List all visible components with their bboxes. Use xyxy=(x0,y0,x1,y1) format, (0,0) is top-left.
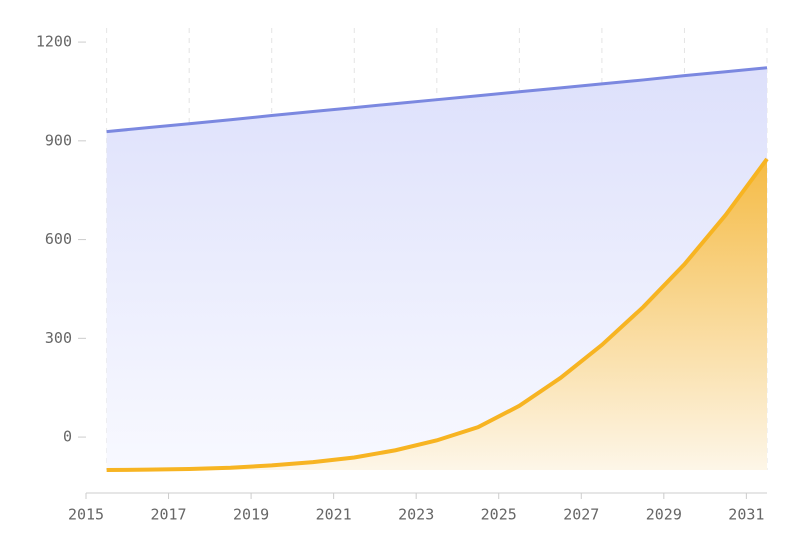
x-tick-label: 2021 xyxy=(316,506,352,524)
y-tick-label: 300 xyxy=(45,329,72,347)
x-tick-label: 2015 xyxy=(68,506,104,524)
x-tick-label: 2017 xyxy=(150,506,186,524)
x-tick-label: 2027 xyxy=(563,506,599,524)
x-tick-label: 2019 xyxy=(233,506,269,524)
line xyxy=(106,157,769,472)
area-fill xyxy=(106,158,768,470)
x-tick-label: 2025 xyxy=(481,506,517,524)
x-tick-label: 2031 xyxy=(728,506,764,524)
y-tick-label: 900 xyxy=(45,131,72,149)
y-tick-label: 600 xyxy=(45,230,72,248)
x-tick-label: 2023 xyxy=(398,506,434,524)
x-tick-label: 2029 xyxy=(646,506,682,524)
line xyxy=(106,66,768,134)
y-tick-label: 0 xyxy=(63,428,72,446)
y-tick-label: 1200 xyxy=(36,33,72,51)
